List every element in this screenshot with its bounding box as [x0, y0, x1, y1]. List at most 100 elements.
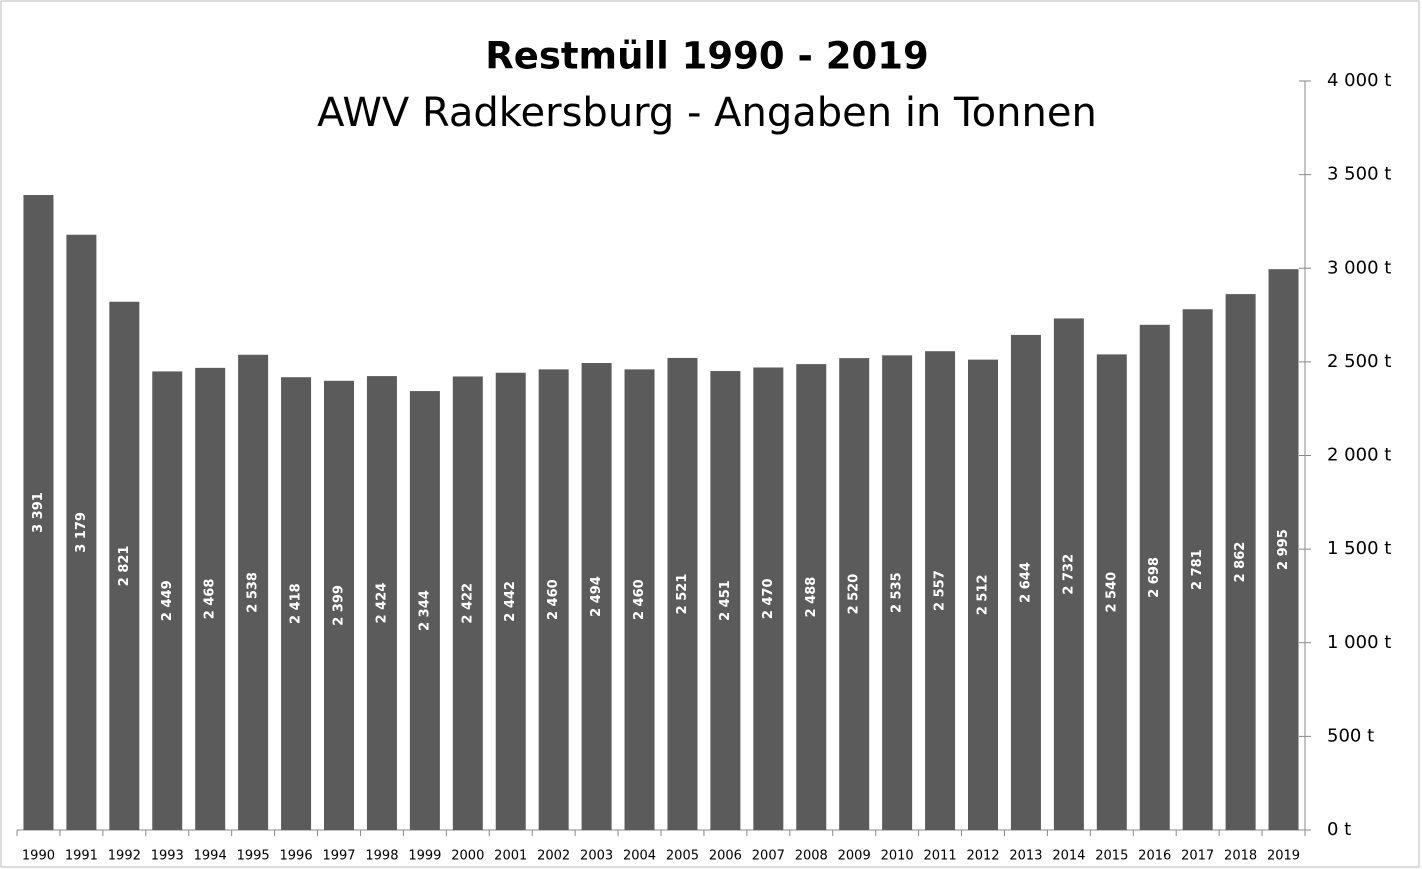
- y-tick-label: 3 500 t: [1327, 164, 1391, 185]
- value-label: 2 862: [1233, 542, 1248, 583]
- bar: [581, 362, 612, 830]
- value-label: 2 422: [460, 583, 475, 624]
- x-tick-label: 1990: [22, 849, 55, 864]
- x-tick-label: 1993: [151, 849, 184, 864]
- x-tick-label: 2017: [1181, 849, 1214, 864]
- x-tick-label: 2011: [924, 849, 957, 864]
- value-label: 3 179: [74, 512, 89, 553]
- y-tick-label: 2 500 t: [1327, 351, 1391, 372]
- x-tick-label: 1999: [408, 849, 441, 864]
- bar: [624, 369, 655, 830]
- bar: [23, 195, 54, 830]
- bar: [968, 359, 998, 830]
- x-tick-label: 2012: [966, 849, 999, 864]
- bar: [882, 355, 913, 830]
- value-label: 2 557: [933, 570, 948, 611]
- bar: [238, 354, 269, 830]
- bar: [753, 367, 784, 830]
- bar: [839, 358, 870, 830]
- value-label: 2 470: [761, 578, 776, 619]
- value-label: 2 732: [1061, 554, 1076, 595]
- value-label: 2 449: [160, 580, 175, 621]
- bar: [324, 380, 354, 830]
- bar: [452, 376, 483, 830]
- bar: [366, 376, 397, 830]
- value-label: 2 488: [804, 577, 819, 618]
- x-tick-label: 2009: [838, 849, 871, 864]
- y-tick-label: 2 000 t: [1327, 445, 1391, 466]
- x-tick-label: 2002: [537, 849, 570, 864]
- value-label: 2 344: [417, 590, 432, 631]
- bar: [1182, 309, 1213, 830]
- x-tick-label: 1994: [194, 849, 227, 864]
- value-label: 2 494: [589, 576, 604, 617]
- value-label: 2 460: [546, 579, 561, 620]
- y-tick-label: 4 000 t: [1327, 70, 1391, 91]
- x-tick-label: 2019: [1267, 849, 1300, 864]
- value-label: 2 418: [289, 583, 304, 624]
- value-label: 2 821: [117, 546, 132, 587]
- x-tick-label: 1992: [108, 849, 141, 864]
- value-label: 2 995: [1276, 529, 1291, 570]
- bar: [1096, 354, 1127, 830]
- x-tick-label: 2010: [881, 849, 914, 864]
- x-tick-label: 2003: [580, 849, 613, 864]
- value-label: 2 698: [1147, 557, 1162, 598]
- y-tick-label: 1 000 t: [1327, 632, 1391, 653]
- bar: [1225, 294, 1256, 830]
- bar: [710, 371, 741, 830]
- x-tick-label: 2016: [1138, 849, 1171, 864]
- bar: [195, 367, 226, 830]
- y-tick-label: 0 t: [1327, 819, 1351, 840]
- bar: [495, 372, 526, 830]
- bar: [796, 364, 827, 830]
- value-label: 2 535: [890, 572, 905, 613]
- x-tick-label: 2008: [795, 849, 828, 864]
- bar: [1268, 269, 1299, 830]
- bar: [538, 369, 569, 830]
- bar: [66, 234, 97, 831]
- value-label: 3 391: [31, 492, 46, 533]
- x-tick-label: 1991: [65, 849, 98, 864]
- value-label: 2 460: [632, 579, 647, 620]
- bar: [281, 377, 312, 830]
- x-tick-label: 2015: [1095, 849, 1128, 864]
- x-tick-label: 2006: [709, 849, 742, 864]
- value-label: 2 520: [847, 574, 862, 615]
- value-label: 2 540: [1104, 572, 1119, 613]
- bar: [1053, 318, 1084, 830]
- x-tick-label: 1995: [237, 849, 270, 864]
- bar: [409, 391, 440, 830]
- chart-subtitle: AWV Radkersburg - Angaben in Tonnen: [317, 90, 1097, 136]
- bar: [925, 351, 956, 830]
- bar: [1010, 334, 1041, 830]
- value-label: 2 442: [503, 581, 518, 622]
- x-tick-label: 2000: [451, 849, 484, 864]
- value-label: 2 468: [203, 579, 218, 620]
- bar: [1139, 324, 1170, 830]
- value-label: 2 512: [976, 574, 991, 615]
- bar: [667, 357, 698, 830]
- value-label: 2 644: [1018, 562, 1033, 603]
- value-label: 2 781: [1190, 549, 1205, 590]
- x-tick-label: 1996: [280, 849, 313, 864]
- value-label: 2 451: [718, 580, 733, 621]
- y-tick-label: 500 t: [1327, 725, 1374, 746]
- x-tick-label: 1997: [322, 849, 355, 864]
- x-tick-label: 2014: [1052, 849, 1085, 864]
- bar: [152, 371, 183, 830]
- value-label: 2 424: [374, 583, 389, 624]
- bar: [109, 301, 140, 830]
- x-tick-label: 2005: [666, 849, 699, 864]
- x-tick-label: 1998: [365, 849, 398, 864]
- x-tick-label: 2013: [1009, 849, 1042, 864]
- x-tick-label: 2001: [494, 849, 527, 864]
- x-tick-label: 2004: [623, 849, 656, 864]
- y-tick-label: 1 500 t: [1327, 538, 1391, 559]
- value-label: 2 399: [332, 585, 347, 626]
- value-label: 2 521: [675, 574, 690, 615]
- y-tick-label: 3 000 t: [1327, 257, 1391, 278]
- x-tick-label: 2018: [1224, 849, 1257, 864]
- value-label: 2 538: [246, 572, 261, 613]
